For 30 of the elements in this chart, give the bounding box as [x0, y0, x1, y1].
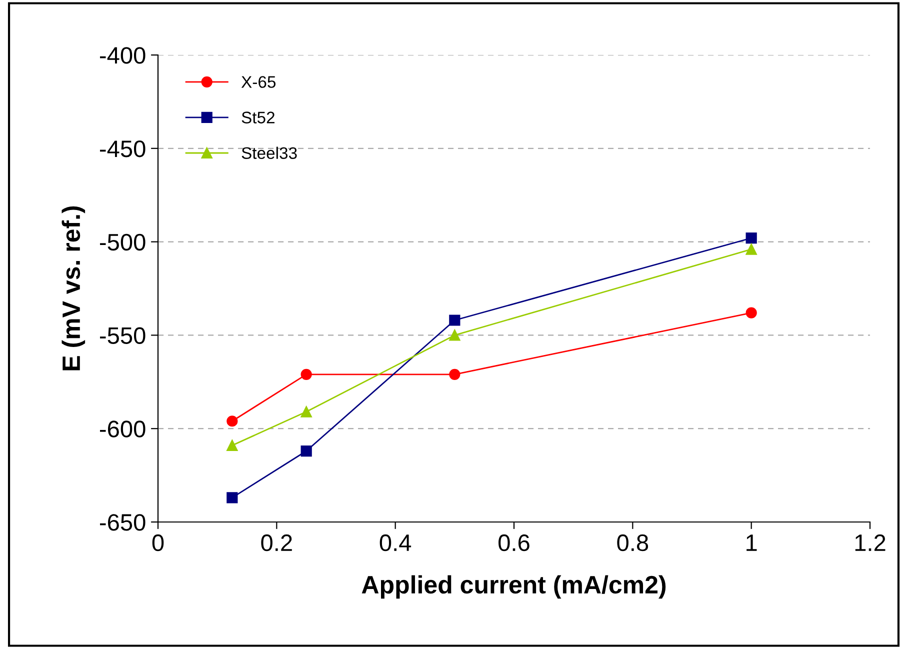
x-axis-title: Applied current (mA/cm2)	[362, 575, 666, 599]
point	[746, 307, 757, 318]
point	[746, 232, 757, 244]
y-tick-label: -550	[100, 327, 146, 344]
point	[226, 416, 238, 427]
x-tick-label: 1	[746, 534, 757, 551]
point	[449, 314, 460, 326]
y-tick-label: -500	[100, 234, 146, 251]
y-tick-label: -600	[100, 420, 146, 438]
x-tick-label: 0.6	[498, 534, 530, 552]
y-axis-title: E (mV vs. ref.)	[62, 206, 86, 370]
x-tick-label: 1.2	[855, 534, 886, 551]
legend-label: X-65	[241, 76, 276, 88]
legend-label: Steel33	[242, 146, 297, 159]
point	[226, 492, 238, 504]
y-tick-label: -650	[100, 514, 146, 531]
point	[449, 368, 460, 380]
x-tick-label: 0.2	[261, 534, 292, 552]
point	[300, 368, 312, 380]
point	[226, 440, 238, 451]
legend-label: St52	[242, 112, 274, 124]
point	[449, 330, 460, 341]
y-tick-label: -450	[100, 140, 146, 158]
point	[300, 406, 312, 418]
x-tick-label: 0.8	[617, 534, 648, 552]
x-tick-label: 0	[152, 534, 164, 552]
point	[746, 244, 757, 255]
y-tick-label: -400	[100, 47, 146, 64]
point	[300, 445, 312, 457]
x-tick-label: 0.4	[380, 534, 412, 552]
